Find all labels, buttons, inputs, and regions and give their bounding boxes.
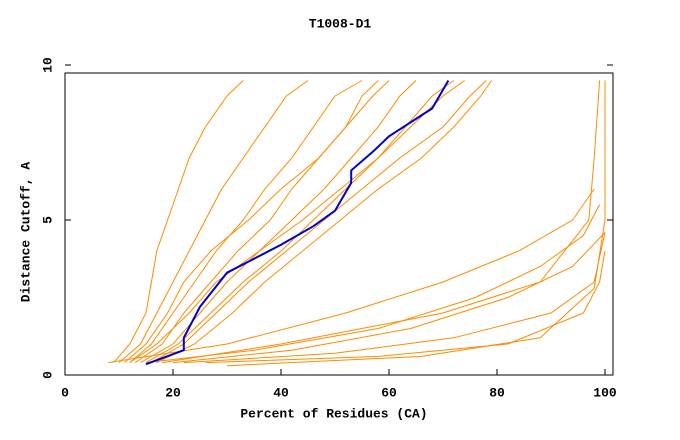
y-tick-label: 0 — [40, 371, 55, 379]
series-line — [124, 80, 379, 363]
series-line — [205, 250, 606, 364]
y-tick-label: 5 — [40, 216, 55, 224]
x-axis-label: Percent of Residues (CA) — [240, 406, 427, 421]
plot-frame — [64, 72, 614, 376]
x-tick-label: 80 — [489, 385, 505, 400]
y-axis-label: Distance Cutoff, A — [18, 162, 33, 303]
series-line — [145, 80, 455, 364]
series-line — [162, 80, 601, 364]
series-line — [118, 80, 309, 363]
x-tick-label: 100 — [593, 385, 617, 400]
series-line — [145, 79, 450, 366]
x-tick-label: 20 — [165, 385, 181, 400]
series-line — [172, 232, 606, 364]
series-line — [151, 80, 487, 364]
series-line — [113, 80, 244, 363]
x-tick-label: 40 — [273, 385, 289, 400]
series-line — [129, 80, 363, 363]
series-line — [134, 80, 390, 364]
series-line — [129, 80, 465, 364]
y-tick-label: 10 — [40, 57, 55, 73]
series-line — [156, 80, 493, 364]
series-line — [145, 204, 601, 364]
x-tick-label: 0 — [61, 385, 69, 400]
series-line — [108, 188, 595, 364]
series-line — [226, 80, 606, 367]
x-tick-label: 60 — [381, 385, 397, 400]
chart-title: T1008-D1 — [309, 16, 372, 31]
